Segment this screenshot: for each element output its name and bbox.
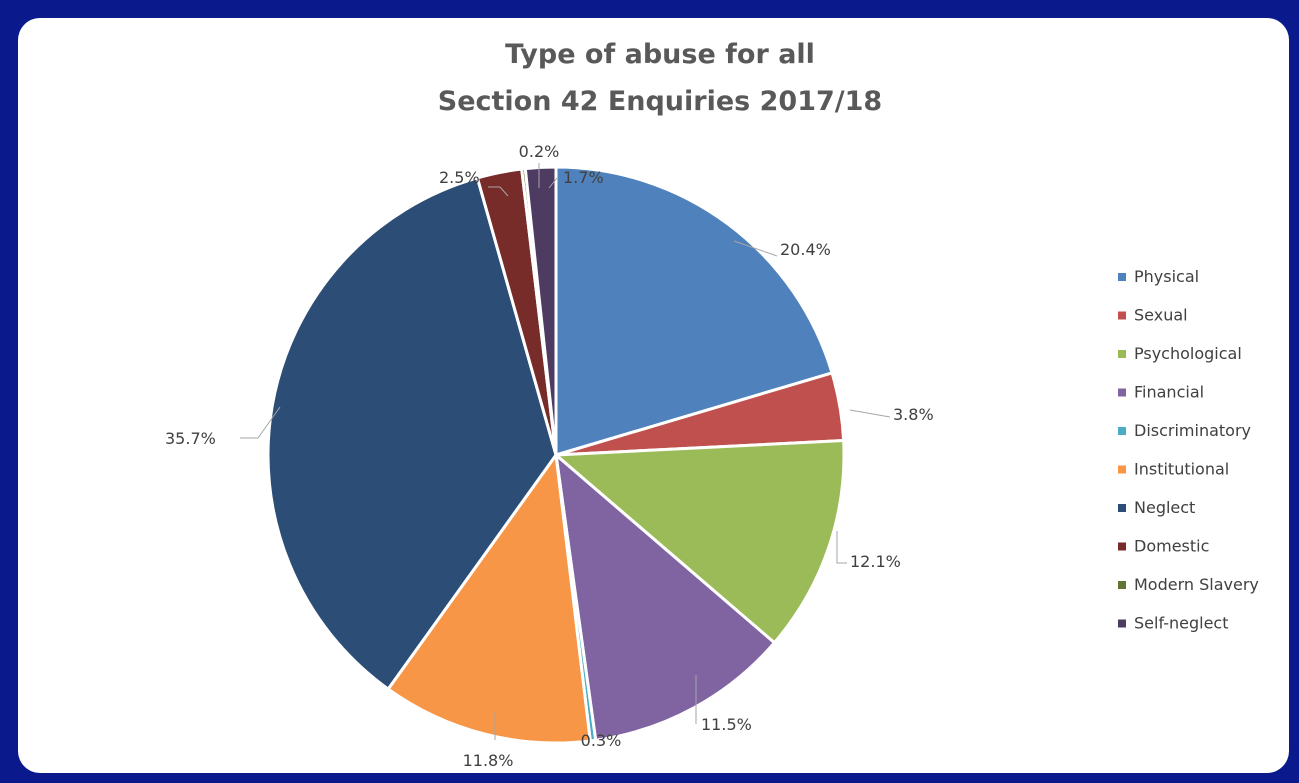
legend-label-psychological: Psychological bbox=[1134, 344, 1242, 363]
leader-line-physical bbox=[733, 240, 778, 257]
legend-label-institutional: Institutional bbox=[1134, 460, 1229, 479]
data-label-neglect: 35.7% bbox=[165, 429, 216, 448]
legend: Physical Sexual Psychological Financial Disc… bbox=[1118, 267, 1259, 633]
legend-label-neglect: Neglect bbox=[1134, 498, 1195, 517]
data-label-self-neglect: 1.7% bbox=[563, 168, 604, 187]
legend-label-domestic: Domestic bbox=[1134, 537, 1209, 556]
data-label-financial: 11.5% bbox=[701, 715, 752, 734]
leader-line-psychological bbox=[836, 531, 847, 564]
legend-label-financial: Financial bbox=[1134, 383, 1204, 402]
pie-slice-financial bbox=[553, 451, 777, 742]
data-labels: 20.4% 3.8% 12.1% 11.5% 0.3% 11.8% 35.7% 2.5% 0.2… bbox=[165, 142, 934, 770]
data-label-physical: 20.4% bbox=[780, 240, 831, 259]
pie-chart: Type of abuse for all Section 42 Enquiri… bbox=[165, 39, 1259, 770]
legend-swatch-domestic bbox=[1118, 542, 1126, 551]
pie-slice-self-neglect bbox=[523, 165, 558, 456]
leader-line-domestic bbox=[488, 186, 509, 197]
leader-line-self-neglect bbox=[548, 177, 558, 189]
leader-line-neglect bbox=[240, 406, 281, 439]
data-label-institutional: 11.8% bbox=[463, 751, 514, 770]
legend-label-physical: Physical bbox=[1134, 267, 1199, 286]
legend-swatch-modern-slavery bbox=[1118, 581, 1126, 589]
leader-line-sexual bbox=[849, 409, 891, 418]
pie-slice-psychological bbox=[552, 438, 846, 645]
data-label-psychological: 12.1% bbox=[850, 552, 901, 571]
chart-frame: Type of abuse for all Section 42 Enquiri… bbox=[8, 8, 1291, 775]
legend-swatch-sexual bbox=[1118, 311, 1126, 320]
chart-panel: Type of abuse for all Section 42 Enquiri… bbox=[18, 18, 1289, 773]
legend-label-modern-slavery: Modern Slavery bbox=[1134, 575, 1259, 594]
legend-swatch-neglect bbox=[1118, 504, 1126, 512]
pie-slice-neglect bbox=[266, 176, 558, 692]
pie-slices bbox=[266, 165, 846, 745]
legend-label-discriminatory: Discriminatory bbox=[1134, 421, 1251, 440]
data-label-modern-slavery: 0.2% bbox=[519, 142, 560, 161]
legend-swatch-physical bbox=[1118, 273, 1126, 281]
legend-label-self-neglect: Self-neglect bbox=[1134, 614, 1228, 633]
legend-swatch-financial bbox=[1118, 388, 1126, 397]
chart-title-line-2: Section 42 Enquiries 2017/18 bbox=[438, 86, 882, 117]
legend-swatch-institutional bbox=[1118, 465, 1126, 474]
leader-lines bbox=[240, 163, 891, 740]
legend-swatch-discriminatory bbox=[1118, 427, 1126, 435]
legend-label-sexual: Sexual bbox=[1134, 306, 1188, 325]
data-label-sexual: 3.8% bbox=[893, 405, 934, 424]
pie-slice-physical bbox=[554, 165, 834, 458]
data-label-domestic: 2.5% bbox=[439, 168, 480, 187]
pie-slice-institutional bbox=[386, 450, 592, 745]
legend-swatch-self-neglect bbox=[1118, 619, 1126, 628]
chart-title-line-1: Type of abuse for all bbox=[505, 39, 815, 70]
legend-swatch-psychological bbox=[1118, 350, 1126, 358]
data-label-discriminatory: 0.3% bbox=[581, 731, 622, 750]
